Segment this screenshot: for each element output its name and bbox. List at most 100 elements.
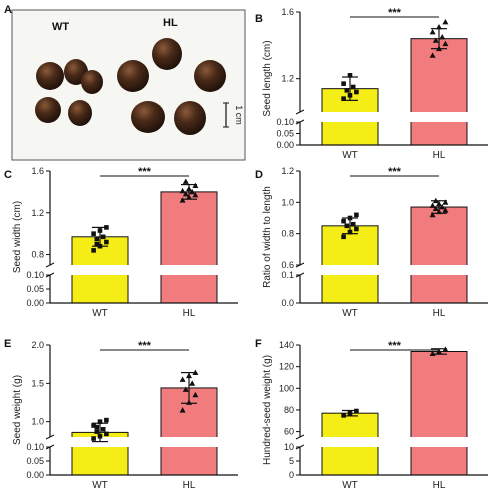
chart-f-axis-break-mark-top — [295, 434, 305, 440]
chart-d-point-hl — [442, 199, 449, 205]
chart-f-tick-label: 120 — [279, 362, 294, 372]
chart-b-tick-label: 1.2 — [281, 74, 294, 84]
chart-f-panel-label: F — [255, 338, 262, 350]
chart-d-tick-label: 0.0 — [281, 298, 294, 308]
chart-b-tick-label: 1.6 — [281, 7, 294, 17]
chart-e-point-hl — [189, 380, 196, 386]
chart-b-category-label: WT — [342, 150, 358, 161]
chart-d-point-hl — [439, 204, 446, 210]
chart-e-point-hl — [186, 372, 192, 379]
seed-wt-5 — [68, 100, 92, 126]
chart-b-axis-break-mark-top — [295, 109, 305, 115]
chart-d-point-hl — [442, 207, 449, 213]
chart-f-y-axis-label: Hundred-seed weight (g) — [262, 355, 273, 465]
scale-bar-label: 1 cm — [234, 105, 244, 125]
chart-e-tick-label: 1.0 — [31, 417, 44, 427]
chart-c-bar-hl — [160, 191, 218, 304]
chart-b-point-hl — [429, 52, 436, 58]
chart-f-tick-label: 5 — [289, 456, 294, 466]
seed-wt-1 — [36, 62, 64, 90]
chart-d-point-wt — [341, 234, 346, 240]
chart-e-point-hl — [186, 399, 192, 405]
chart-d-bar-hl — [410, 206, 468, 304]
seed-hl-3 — [194, 60, 226, 92]
chart-c-tick-label: 0.10 — [26, 270, 44, 280]
chart-c-point-wt — [94, 236, 100, 242]
chart-d-tick-label: 0.8 — [281, 229, 294, 239]
chart-e-point-wt — [100, 427, 106, 432]
chart-d-point-hl — [436, 208, 442, 215]
seed-photo-panel: A WT HL 1 cm — [4, 4, 246, 161]
seed-hl-1 — [152, 38, 182, 70]
chart-d-point-wt — [347, 215, 353, 221]
chart-e-point-hl — [182, 386, 189, 392]
chart-e-y-axis-label: Seed weight (g) — [12, 375, 23, 445]
chart-e-axis-break-mark-top — [45, 434, 55, 440]
chart-e-point-wt — [97, 419, 103, 424]
chart-d-axis-break-band — [301, 265, 489, 275]
chart-c-point-hl — [192, 182, 199, 189]
chart-e-point-wt — [97, 433, 103, 439]
seeds — [35, 38, 226, 135]
chart-e-point-hl — [179, 407, 186, 413]
chart-c-category-label: WT — [92, 308, 108, 319]
chart-e-point-wt — [94, 424, 100, 430]
chart-e-point-hl — [192, 369, 199, 375]
seed-hl-4 — [131, 101, 165, 133]
chart-f-tick-label: 140 — [279, 340, 294, 350]
chart-b-point-wt — [347, 73, 353, 78]
chart-c-point-hl — [186, 185, 192, 192]
chart-e-point-wt — [91, 436, 96, 441]
chart-b-point-hl — [432, 37, 439, 43]
chart-c-significance-label: *** — [138, 166, 152, 178]
chart-b-point-hl — [436, 45, 442, 52]
chart-b-point-wt — [347, 93, 353, 98]
chart-c-point-hl — [186, 194, 192, 200]
chart-b-tick-label: 0.00 — [276, 140, 294, 150]
chart-c-axis-break-mark-top — [45, 262, 55, 268]
chart-f-point-wt — [354, 408, 359, 414]
chart-f-point-hl — [429, 350, 436, 357]
chart-e-category-label: HL — [183, 480, 196, 491]
chart-d-point-wt — [354, 226, 359, 232]
chart-e-significance-label: *** — [138, 340, 152, 352]
chart-d-point-wt — [344, 223, 350, 229]
chart-f-significance-label: *** — [388, 340, 402, 352]
chart-d-bar-wt — [321, 225, 379, 304]
chart-f-point-hl — [436, 348, 442, 354]
chart-b-category-label: HL — [433, 150, 446, 161]
chart-d-tick-label: 1.0 — [281, 197, 294, 207]
chart-b-point-hl — [439, 34, 446, 40]
chart-b-significance-label: *** — [388, 7, 402, 19]
chart-d-point-hl — [429, 202, 436, 208]
chart-e-point-wt — [94, 429, 100, 434]
chart-e-panel-label: E — [4, 338, 11, 350]
chart-d-category-label: WT — [342, 308, 358, 319]
photo-label-hl: HL — [163, 17, 178, 29]
chart-c-point-hl — [182, 178, 189, 184]
chart-d-category-label: HL — [433, 308, 446, 319]
chart-b-panel-label: B — [255, 13, 263, 25]
chart-e-point-hl — [179, 376, 186, 382]
seed-hl-2 — [117, 60, 149, 92]
chart-b-point-wt — [354, 89, 359, 95]
chart-b-axis-break-band — [301, 112, 489, 122]
chart-c-panel-label: C — [4, 169, 12, 181]
chart-f-point-hl — [442, 346, 449, 352]
chart-e-tick-label: 2.0 — [31, 340, 44, 350]
chart-f-tick-label: 0 — [289, 470, 294, 480]
chart-b-tick-label: 0.10 — [276, 117, 294, 127]
chart-f-point-wt — [347, 410, 353, 416]
chart-f: F 60 80 100 120 140 0 5 10 Hundred-seed weight (g… — [255, 338, 489, 491]
chart-c-point-hl — [182, 190, 189, 197]
chart-c-tick-label: 0.05 — [26, 284, 44, 294]
chart-c-point-hl — [179, 197, 186, 203]
chart-d-y-axis-label: Ratio of width to length — [262, 186, 273, 288]
chart-d-point-hl — [432, 197, 439, 204]
chart-c-point-wt — [97, 243, 103, 249]
chart-f-tick-label: 80 — [284, 405, 294, 415]
chart-c-tick-label: 1.2 — [31, 208, 44, 218]
chart-c-point-wt — [94, 241, 100, 247]
